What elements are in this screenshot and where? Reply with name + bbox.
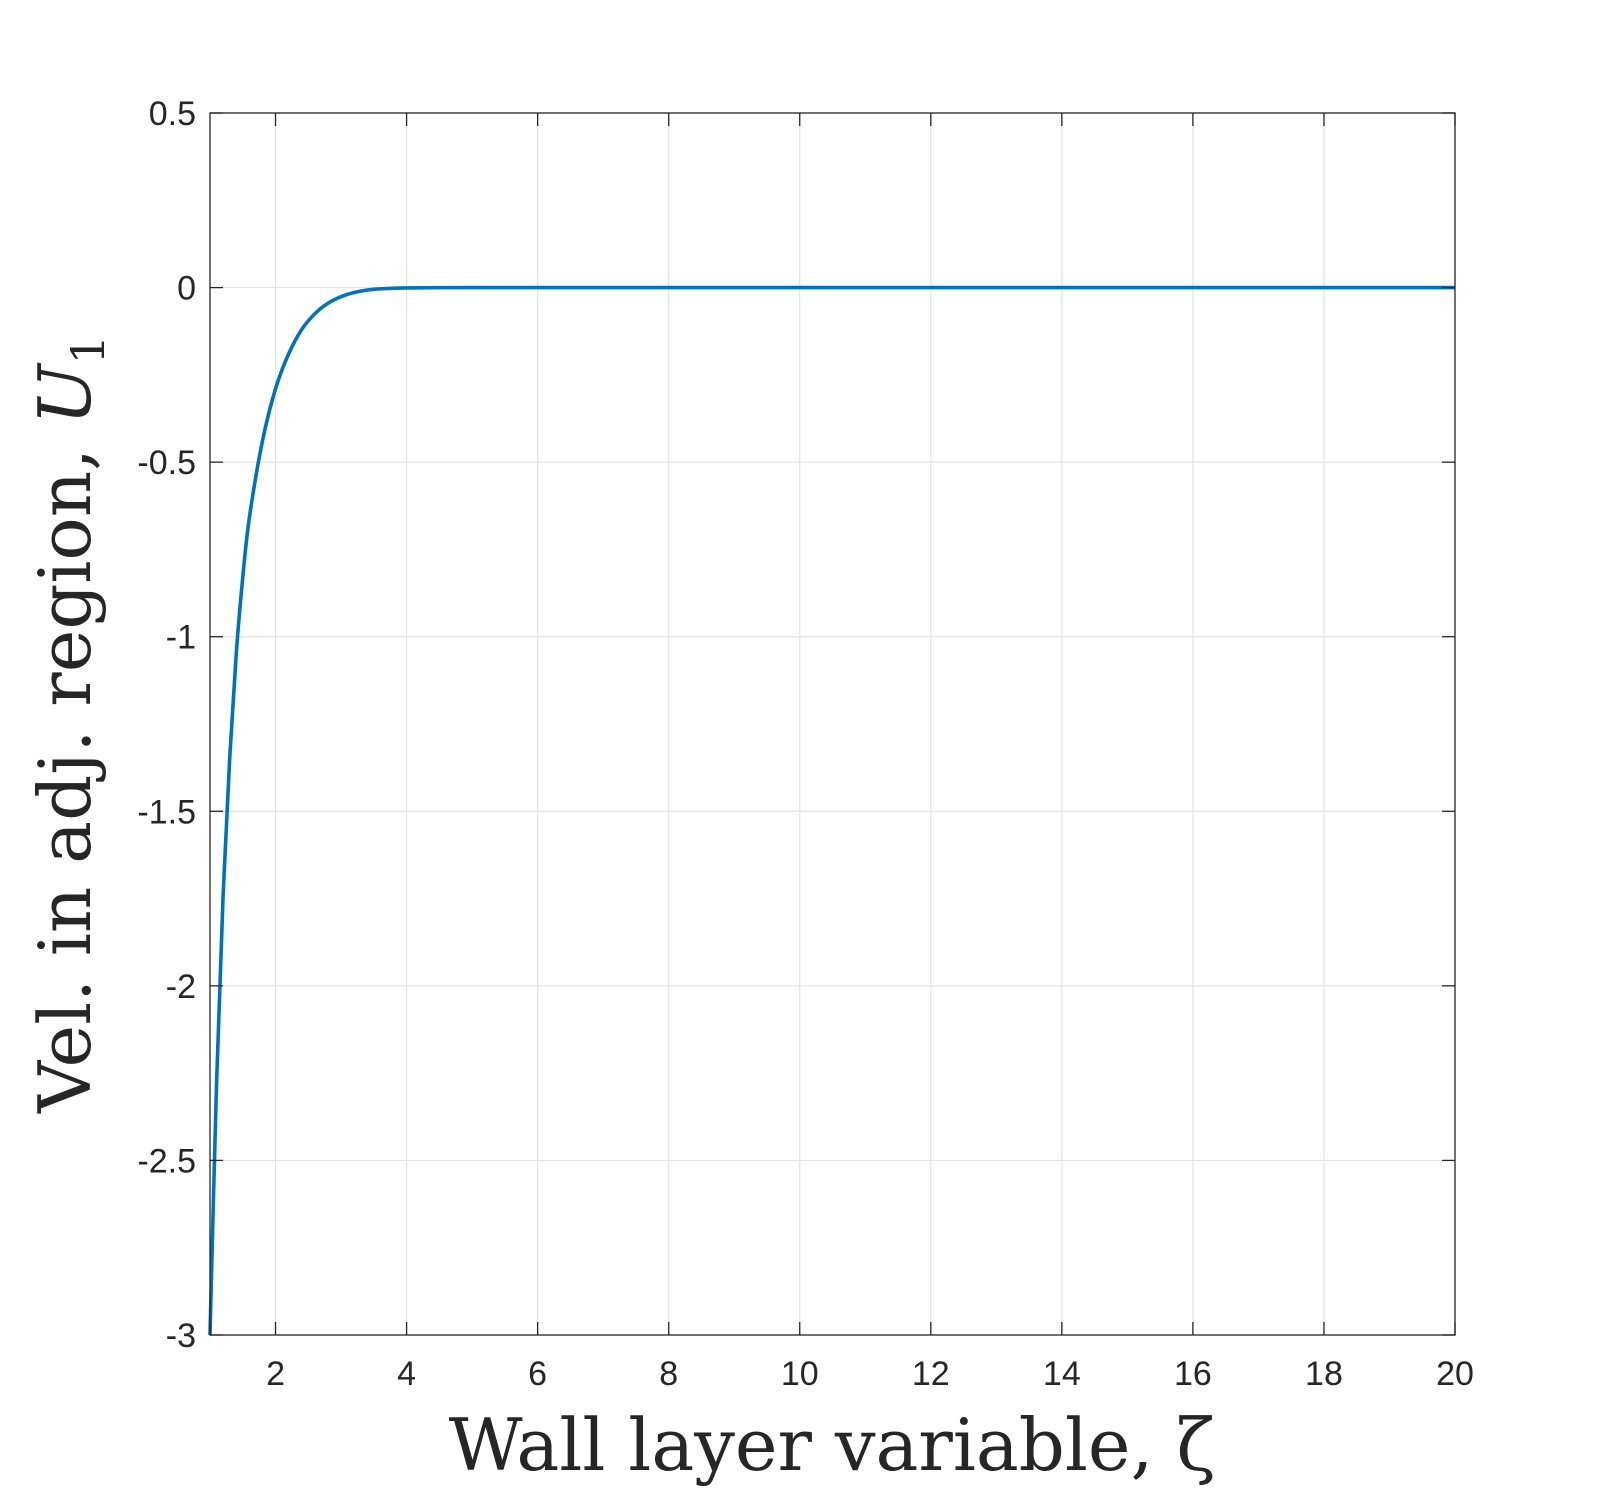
- y-axis-title-text: Vel. in adj. region,: [23, 425, 107, 1114]
- axis-ticks: [210, 112, 1456, 1336]
- y-tick-label: -2: [166, 968, 196, 1006]
- y-tick-label: -1.5: [137, 793, 196, 831]
- y-tick-label: 0: [177, 270, 196, 308]
- series-line: [208, 285, 1455, 1336]
- y-tick-labels: -3 -2.5 -2 -1.5 -1 -0.5 0 0.5: [137, 95, 196, 1355]
- series-layer: [208, 285, 1455, 1336]
- y-tick-label: -3: [166, 1317, 196, 1355]
- x-tick-label: 20: [1436, 1355, 1474, 1393]
- y-tick-label: 0.5: [149, 95, 196, 133]
- y-axis-title: Vel. in adj. region, U1: [23, 335, 115, 1114]
- x-tick-label: 10: [781, 1355, 819, 1393]
- x-tick-label: 16: [1174, 1355, 1212, 1393]
- x-tick-label: 8: [659, 1355, 678, 1393]
- y-tick-label: -0.5: [137, 444, 196, 482]
- y-tick-label: -1: [166, 619, 196, 657]
- x-tick-label: 6: [528, 1355, 547, 1393]
- x-tick-labels: 2 4 6 8 10 12 14 16 18 20: [266, 1355, 1474, 1393]
- x-axis-title-text: Wall layer variable, ζ: [449, 1403, 1216, 1487]
- x-axis-title: Wall layer variable, ζ: [449, 1403, 1216, 1487]
- x-tick-label: 12: [912, 1355, 950, 1393]
- x-tick-label: 4: [397, 1355, 416, 1393]
- y-axis-title-symbol: U: [23, 362, 107, 425]
- y-tick-label: -2.5: [137, 1142, 196, 1180]
- y-axis-title-subscript: 1: [61, 335, 115, 364]
- x-tick-label: 2: [266, 1355, 285, 1393]
- plot-area-frame: [209, 112, 1456, 1336]
- x-tick-label: 18: [1305, 1355, 1343, 1393]
- x-tick-label: 14: [1043, 1355, 1081, 1393]
